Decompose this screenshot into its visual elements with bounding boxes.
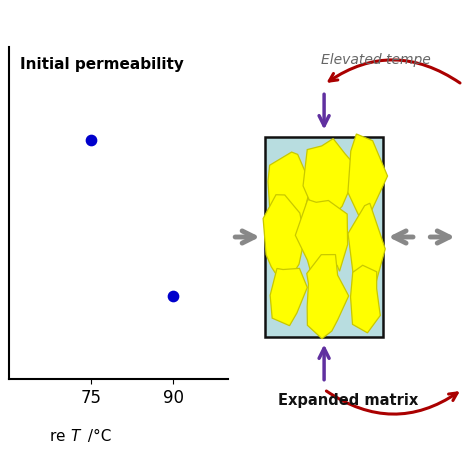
Polygon shape	[348, 134, 388, 231]
Text: T: T	[71, 429, 80, 444]
Point	[87, 137, 95, 144]
Text: Expanded matrix: Expanded matrix	[278, 393, 419, 408]
Polygon shape	[351, 265, 380, 333]
Bar	[265, 137, 383, 337]
Text: Elevated tempe: Elevated tempe	[321, 53, 431, 66]
Point	[169, 292, 177, 300]
Polygon shape	[263, 195, 305, 287]
Polygon shape	[270, 268, 307, 326]
Polygon shape	[295, 200, 347, 277]
Polygon shape	[307, 255, 349, 338]
Text: /°C: /°C	[82, 429, 111, 444]
Text: re: re	[50, 429, 71, 444]
Polygon shape	[268, 152, 311, 223]
Text: Initial permeability: Initial permeability	[20, 57, 184, 73]
Polygon shape	[303, 138, 358, 223]
Polygon shape	[348, 203, 385, 283]
